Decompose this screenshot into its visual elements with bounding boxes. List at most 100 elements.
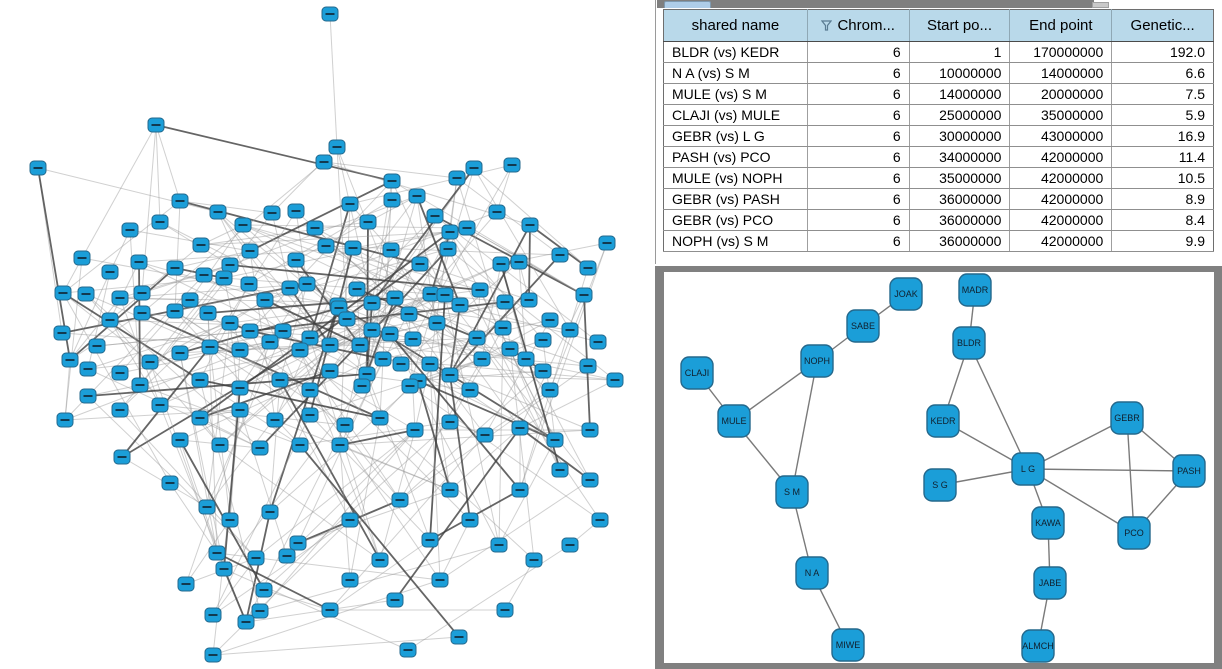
- table-cell[interactable]: 25000000: [908, 104, 1010, 126]
- network-node-jabe[interactable]: JABE: [1033, 566, 1067, 600]
- network-node[interactable]: [406, 422, 424, 438]
- network-node-sg[interactable]: S G: [923, 468, 957, 502]
- network-node[interactable]: [147, 117, 165, 133]
- main-network-view[interactable]: [0, 0, 648, 669]
- network-node[interactable]: [511, 482, 529, 498]
- network-node[interactable]: [503, 157, 521, 173]
- table-cell[interactable]: MULE (vs) S M: [663, 83, 808, 105]
- filtered-network-view[interactable]: JOAK MADR SABE BLDR NOPH CLAJI MULE KEDR GEBR L G…: [655, 266, 1222, 669]
- network-node-claji[interactable]: CLAJI: [680, 356, 714, 390]
- network-node[interactable]: [281, 280, 299, 296]
- table-row[interactable]: CLAJI (vs) MULE 6 25000000 35000000 5.9: [663, 104, 1214, 126]
- network-node[interactable]: [263, 205, 281, 221]
- table-cell[interactable]: 5.9: [1111, 104, 1214, 126]
- network-node[interactable]: [321, 363, 339, 379]
- network-node[interactable]: [353, 378, 371, 394]
- network-node-na[interactable]: N A: [795, 556, 829, 590]
- network-node-mule[interactable]: MULE: [717, 404, 751, 438]
- table-cell[interactable]: 14000000: [908, 83, 1010, 105]
- network-node[interactable]: [111, 402, 129, 418]
- network-edge-lg-pco[interactable]: [1027, 468, 1135, 534]
- table-cell[interactable]: 6: [806, 41, 910, 63]
- network-node[interactable]: [534, 332, 552, 348]
- network-node[interactable]: [428, 315, 446, 331]
- table-cell[interactable]: 6.6: [1111, 62, 1214, 84]
- network-node[interactable]: [328, 139, 346, 155]
- table-cell[interactable]: 1: [908, 41, 1010, 63]
- table-cell[interactable]: 11.4: [1111, 146, 1214, 168]
- network-node[interactable]: [251, 440, 269, 456]
- network-node[interactable]: [211, 437, 229, 453]
- network-node[interactable]: [133, 285, 151, 301]
- network-node-kawa[interactable]: KAWA: [1031, 506, 1065, 540]
- network-node[interactable]: [401, 378, 419, 394]
- network-node[interactable]: [301, 382, 319, 398]
- network-node[interactable]: [204, 607, 222, 623]
- network-node[interactable]: [192, 237, 210, 253]
- network-node[interactable]: [256, 292, 274, 308]
- table-cell[interactable]: CLAJI (vs) MULE: [663, 104, 808, 126]
- table-cell[interactable]: PASH (vs) PCO: [663, 146, 808, 168]
- network-node-bldr[interactable]: BLDR: [952, 326, 986, 360]
- network-node[interactable]: [53, 325, 71, 341]
- network-node[interactable]: [496, 602, 514, 618]
- network-node[interactable]: [101, 312, 119, 328]
- network-node-kedr[interactable]: KEDR: [926, 404, 960, 438]
- table-cell[interactable]: 42000000: [1009, 146, 1112, 168]
- network-node-joak[interactable]: JOAK: [889, 277, 923, 311]
- network-node[interactable]: [289, 535, 307, 551]
- network-node[interactable]: [195, 267, 213, 283]
- network-node[interactable]: [426, 208, 444, 224]
- network-node[interactable]: [215, 561, 233, 577]
- network-node-noph[interactable]: NOPH: [800, 344, 834, 378]
- network-node[interactable]: [381, 326, 399, 342]
- network-node[interactable]: [204, 647, 222, 663]
- network-node-pco[interactable]: PCO: [1117, 516, 1151, 550]
- network-node[interactable]: [271, 372, 289, 388]
- network-node[interactable]: [171, 345, 189, 361]
- table-cell[interactable]: 36000000: [908, 209, 1010, 231]
- network-node[interactable]: [77, 286, 95, 302]
- network-node[interactable]: [488, 204, 506, 220]
- network-node[interactable]: [606, 372, 624, 388]
- network-node[interactable]: [133, 305, 151, 321]
- network-edge-lg-pash[interactable]: [1027, 468, 1190, 472]
- table-cell[interactable]: 6: [806, 62, 910, 84]
- column-header-startpo[interactable]: Start po...: [908, 9, 1010, 42]
- network-node[interactable]: [541, 312, 559, 328]
- table-cell[interactable]: 42000000: [1009, 230, 1112, 252]
- network-node[interactable]: [465, 160, 483, 176]
- network-node[interactable]: [251, 603, 269, 619]
- network-node[interactable]: [458, 220, 476, 236]
- network-node[interactable]: [541, 382, 559, 398]
- network-node[interactable]: [151, 214, 169, 230]
- table-cell[interactable]: 10.5: [1111, 167, 1214, 189]
- network-node[interactable]: [383, 173, 401, 189]
- network-node[interactable]: [439, 241, 457, 257]
- network-node[interactable]: [451, 297, 469, 313]
- network-node[interactable]: [589, 334, 607, 350]
- network-node[interactable]: [221, 257, 239, 273]
- network-node[interactable]: [421, 532, 439, 548]
- network-node[interactable]: [221, 512, 239, 528]
- table-cell[interactable]: 36000000: [908, 230, 1010, 252]
- network-node[interactable]: [386, 290, 404, 306]
- network-node[interactable]: [56, 412, 74, 428]
- network-node[interactable]: [181, 292, 199, 308]
- network-node[interactable]: [496, 294, 514, 310]
- network-node[interactable]: [383, 192, 401, 208]
- network-node[interactable]: [73, 250, 91, 266]
- table-cell[interactable]: 20000000: [1009, 83, 1112, 105]
- network-node[interactable]: [551, 462, 569, 478]
- table-cell[interactable]: 6: [806, 146, 910, 168]
- table-cell[interactable]: 6: [806, 188, 910, 210]
- table-row[interactable]: BLDR (vs) KEDR 6 1 170000000 192.0: [663, 41, 1214, 63]
- network-node[interactable]: [421, 356, 439, 372]
- network-node[interactable]: [501, 341, 519, 357]
- network-node[interactable]: [291, 437, 309, 453]
- table-row[interactable]: MULE (vs) S M 6 14000000 20000000 7.5: [663, 83, 1214, 105]
- network-node[interactable]: [278, 548, 296, 564]
- network-node[interactable]: [301, 330, 319, 346]
- network-node[interactable]: [579, 260, 597, 276]
- network-node-sm[interactable]: S M: [775, 475, 809, 509]
